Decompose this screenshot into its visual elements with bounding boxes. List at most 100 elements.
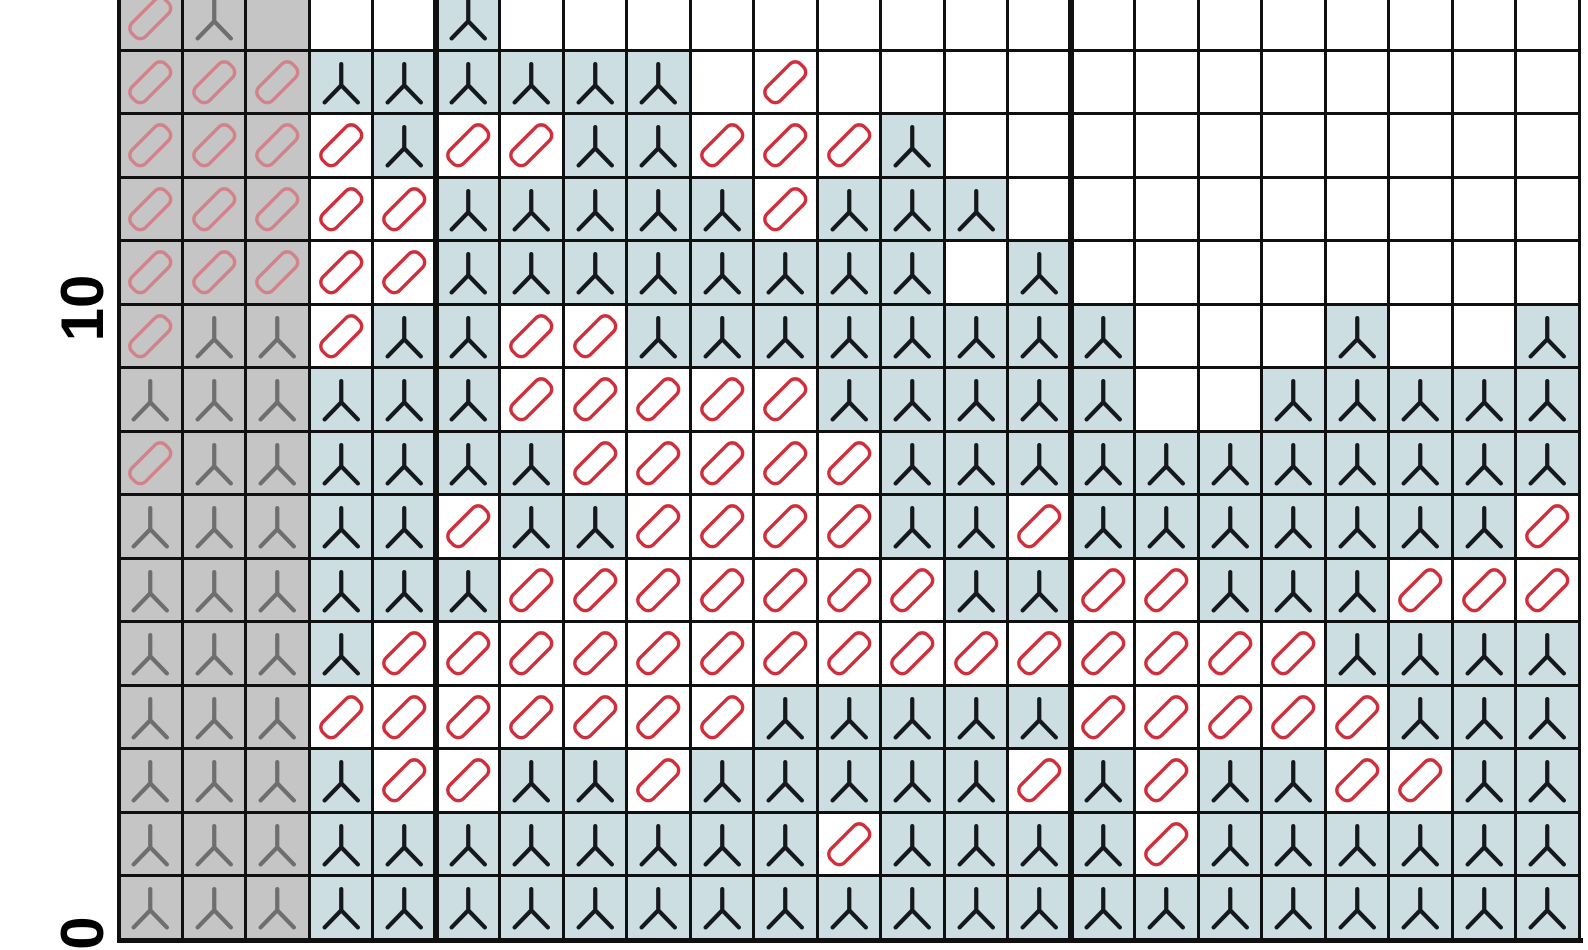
chart-cell-r2c13[interactable] xyxy=(882,51,946,115)
chart-cell-r7c22[interactable] xyxy=(1453,369,1517,433)
chart-cell-r13c9[interactable] xyxy=(628,750,692,814)
chart-cell-r15c12[interactable] xyxy=(818,877,882,941)
chart-cell-r9c19[interactable] xyxy=(1263,496,1327,560)
chart-cell-r13c6[interactable] xyxy=(437,750,501,814)
chart-cell-r9c17[interactable] xyxy=(1136,496,1200,560)
chart-cell-r12c13[interactable] xyxy=(882,686,946,750)
chart-cell-r13c17[interactable] xyxy=(1136,750,1200,814)
chart-cell-r5c22[interactable] xyxy=(1453,242,1517,306)
chart-cell-r5c4[interactable] xyxy=(310,242,374,306)
chart-cell-r1c13[interactable] xyxy=(882,0,946,52)
chart-cell-r12c16[interactable] xyxy=(1072,686,1136,750)
chart-cell-r9c6[interactable] xyxy=(437,496,501,560)
chart-cell-r15c18[interactable] xyxy=(1199,877,1263,941)
chart-cell-r11c17[interactable] xyxy=(1136,623,1200,687)
chart-cell-r6c7[interactable] xyxy=(501,305,565,369)
chart-cell-r14c11[interactable] xyxy=(755,813,819,877)
chart-cell-r11c22[interactable] xyxy=(1453,623,1517,687)
chart-cell-r15c21[interactable] xyxy=(1390,877,1454,941)
chart-cell-r1c8[interactable] xyxy=(564,0,628,52)
chart-cell-r11c18[interactable] xyxy=(1199,623,1263,687)
chart-cell-r10c16[interactable] xyxy=(1072,559,1136,623)
chart-cell-r2c17[interactable] xyxy=(1136,51,1200,115)
chart-cell-r6c2[interactable] xyxy=(183,305,247,369)
chart-cell-r1c4[interactable] xyxy=(310,0,374,52)
chart-cell-r15c4[interactable] xyxy=(310,877,374,941)
chart-cell-r7c6[interactable] xyxy=(437,369,501,433)
chart-cell-r13c21[interactable] xyxy=(1390,750,1454,814)
chart-cell-r6c15[interactable] xyxy=(1009,305,1073,369)
chart-cell-r2c19[interactable] xyxy=(1263,51,1327,115)
chart-cell-r9c8[interactable] xyxy=(564,496,628,560)
chart-cell-r8c6[interactable] xyxy=(437,432,501,496)
chart-cell-r3c5[interactable] xyxy=(374,115,438,179)
chart-cell-r6c3[interactable] xyxy=(247,305,311,369)
chart-cell-r2c12[interactable] xyxy=(818,51,882,115)
chart-cell-r15c5[interactable] xyxy=(374,877,438,941)
chart-cell-r5c13[interactable] xyxy=(882,242,946,306)
chart-cell-r6c17[interactable] xyxy=(1136,305,1200,369)
chart-cell-r7c2[interactable] xyxy=(183,369,247,433)
chart-cell-r15c11[interactable] xyxy=(755,877,819,941)
chart-cell-r12c21[interactable] xyxy=(1390,686,1454,750)
chart-cell-r9c23[interactable] xyxy=(1517,496,1581,560)
chart-cell-r14c13[interactable] xyxy=(882,813,946,877)
chart-cell-r10c19[interactable] xyxy=(1263,559,1327,623)
chart-cell-r10c5[interactable] xyxy=(374,559,438,623)
chart-cell-r7c12[interactable] xyxy=(818,369,882,433)
chart-cell-r13c14[interactable] xyxy=(945,750,1009,814)
chart-cell-r3c7[interactable] xyxy=(501,115,565,179)
chart-cell-r14c2[interactable] xyxy=(183,813,247,877)
chart-cell-r15c10[interactable] xyxy=(691,877,755,941)
chart-cell-r9c3[interactable] xyxy=(247,496,311,560)
chart-cell-r15c14[interactable] xyxy=(945,877,1009,941)
chart-cell-r9c22[interactable] xyxy=(1453,496,1517,560)
chart-cell-r11c23[interactable] xyxy=(1517,623,1581,687)
chart-cell-r13c23[interactable] xyxy=(1517,750,1581,814)
chart-cell-r5c5[interactable] xyxy=(374,242,438,306)
chart-cell-r15c20[interactable] xyxy=(1326,877,1390,941)
chart-cell-r9c4[interactable] xyxy=(310,496,374,560)
chart-cell-r6c12[interactable] xyxy=(818,305,882,369)
chart-cell-r7c23[interactable] xyxy=(1517,369,1581,433)
chart-cell-r13c18[interactable] xyxy=(1199,750,1263,814)
chart-cell-r5c2[interactable] xyxy=(183,242,247,306)
chart-cell-r14c18[interactable] xyxy=(1199,813,1263,877)
chart-cell-r9c13[interactable] xyxy=(882,496,946,560)
chart-cell-r6c1[interactable] xyxy=(120,305,184,369)
chart-cell-r3c20[interactable] xyxy=(1326,115,1390,179)
chart-cell-r1c6[interactable] xyxy=(437,0,501,52)
chart-cell-r2c15[interactable] xyxy=(1009,51,1073,115)
chart-cell-r14c21[interactable] xyxy=(1390,813,1454,877)
chart-cell-r3c15[interactable] xyxy=(1009,115,1073,179)
chart-cell-r10c21[interactable] xyxy=(1390,559,1454,623)
chart-cell-r6c13[interactable] xyxy=(882,305,946,369)
chart-cell-r9c14[interactable] xyxy=(945,496,1009,560)
chart-cell-r12c23[interactable] xyxy=(1517,686,1581,750)
chart-cell-r10c13[interactable] xyxy=(882,559,946,623)
chart-cell-r2c4[interactable] xyxy=(310,51,374,115)
chart-cell-r10c22[interactable] xyxy=(1453,559,1517,623)
chart-cell-r12c1[interactable] xyxy=(120,686,184,750)
chart-cell-r13c13[interactable] xyxy=(882,750,946,814)
chart-cell-r6c23[interactable] xyxy=(1517,305,1581,369)
chart-cell-r8c7[interactable] xyxy=(501,432,565,496)
chart-cell-r5c18[interactable] xyxy=(1199,242,1263,306)
chart-cell-r8c20[interactable] xyxy=(1326,432,1390,496)
chart-cell-r15c22[interactable] xyxy=(1453,877,1517,941)
chart-cell-r13c1[interactable] xyxy=(120,750,184,814)
chart-cell-r3c2[interactable] xyxy=(183,115,247,179)
chart-cell-r10c23[interactable] xyxy=(1517,559,1581,623)
chart-cell-r1c7[interactable] xyxy=(501,0,565,52)
chart-cell-r1c14[interactable] xyxy=(945,0,1009,52)
chart-cell-r3c8[interactable] xyxy=(564,115,628,179)
chart-cell-r2c7[interactable] xyxy=(501,51,565,115)
chart-cell-r12c10[interactable] xyxy=(691,686,755,750)
chart-cell-r12c20[interactable] xyxy=(1326,686,1390,750)
chart-cell-r14c22[interactable] xyxy=(1453,813,1517,877)
chart-cell-r5c9[interactable] xyxy=(628,242,692,306)
chart-cell-r1c16[interactable] xyxy=(1072,0,1136,52)
chart-cell-r8c14[interactable] xyxy=(945,432,1009,496)
chart-cell-r7c14[interactable] xyxy=(945,369,1009,433)
chart-cell-r3c9[interactable] xyxy=(628,115,692,179)
